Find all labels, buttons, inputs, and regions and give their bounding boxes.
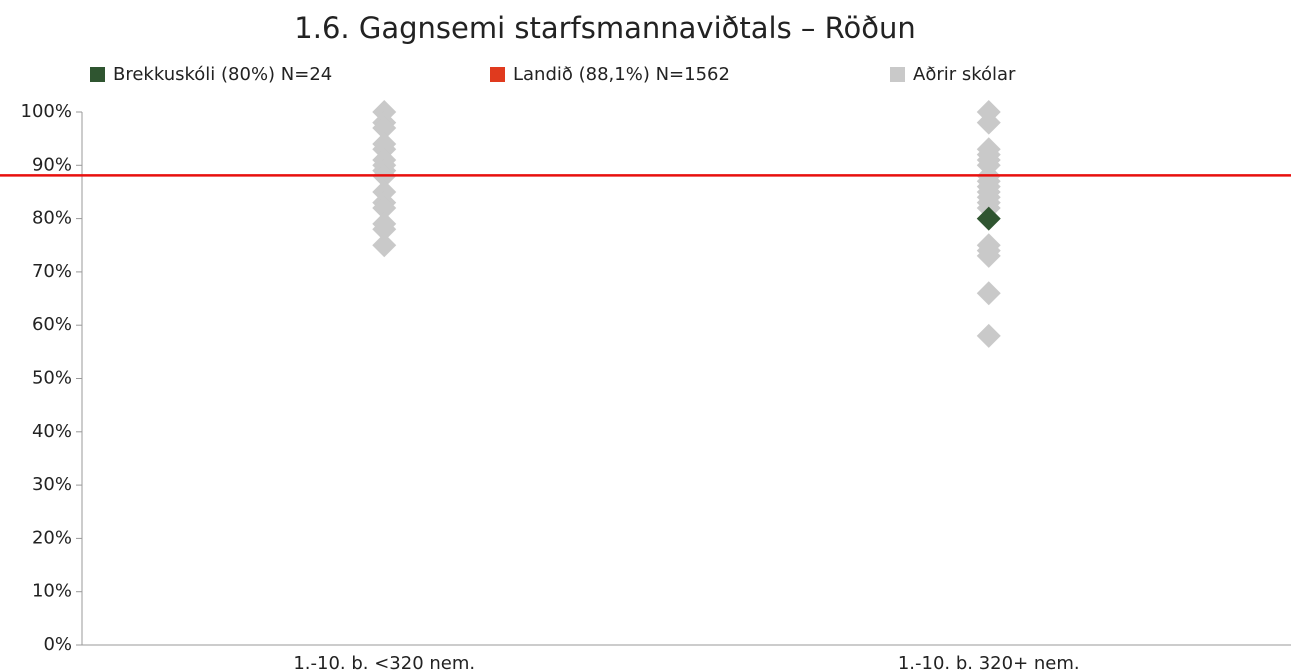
y-tick-label: 20%: [32, 527, 72, 548]
legend-swatch: [90, 67, 105, 82]
diamond-marker: [372, 217, 397, 242]
legend-label: Brekkuskóli (80%) N=24: [113, 64, 332, 85]
diamond-marker: [372, 233, 397, 258]
y-tick-label: 80%: [32, 208, 72, 229]
diamond-marker: [372, 195, 397, 220]
y-tick-label: 60%: [32, 314, 72, 335]
y-tick-label: 70%: [32, 261, 72, 282]
diamond-marker: [976, 110, 1001, 135]
x-tick-label: 1.-10. b. 320+ nem.: [898, 653, 1080, 672]
y-tick-label: 90%: [32, 154, 72, 175]
diamond-marker: [976, 281, 1001, 306]
y-tick-label: 0%: [43, 634, 72, 655]
x-tick-label: 1.-10. b. <320 nem.: [293, 653, 475, 672]
y-tick-label: 10%: [32, 581, 72, 602]
legend-swatch: [890, 67, 905, 82]
y-tick-label: 30%: [32, 474, 72, 495]
legend-label: Aðrir skólar: [913, 64, 1016, 85]
legend-swatch: [490, 67, 505, 82]
legend-label: Landið (88,1%) N=1562: [513, 64, 730, 85]
diamond-marker: [976, 206, 1001, 231]
diamond-marker: [372, 115, 397, 140]
diamond-marker: [976, 323, 1001, 348]
y-tick-label: 100%: [21, 101, 72, 122]
y-tick-label: 40%: [32, 421, 72, 442]
diamond-marker: [976, 243, 1001, 268]
y-tick-label: 50%: [32, 368, 72, 389]
chart-title: 1.6. Gagnsemi starfsmannaviðtals – Röðun: [294, 11, 915, 45]
